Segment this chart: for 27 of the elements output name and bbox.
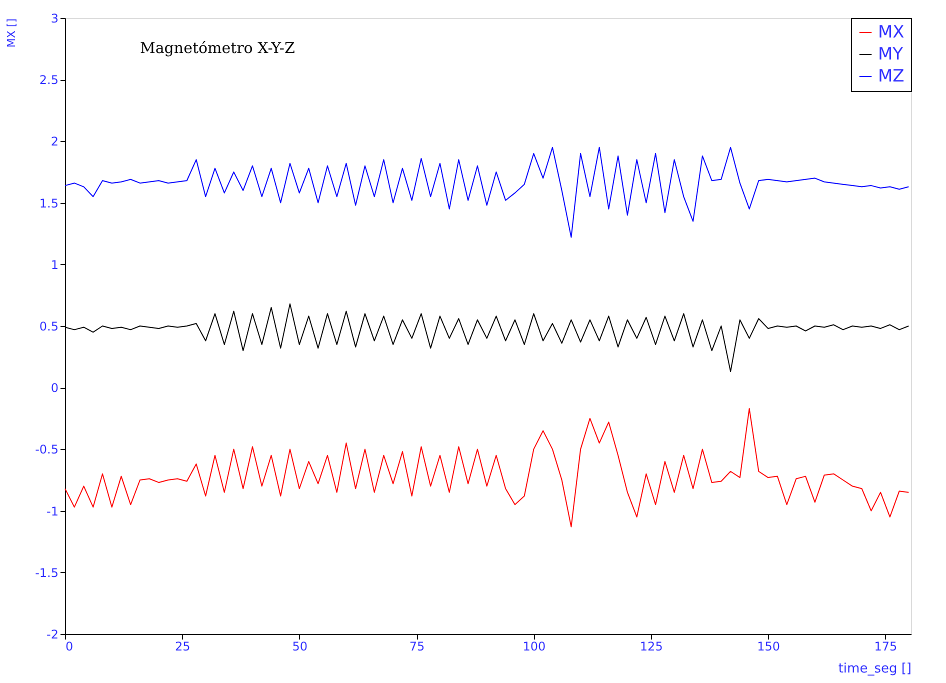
- y-tick-label: 3: [50, 12, 58, 26]
- x-axis-title: time_seg []: [838, 662, 912, 676]
- x-tick-label: 125: [640, 640, 663, 654]
- x-tick-label: 175: [874, 640, 898, 654]
- y-tick-label: -2: [46, 628, 58, 642]
- y-tick-label: 2.5: [39, 73, 58, 88]
- x-tick-label: 25: [175, 640, 190, 654]
- y-axis-title: MX []: [5, 18, 18, 48]
- y-tick-label: 1: [50, 258, 58, 272]
- legend-label: MZ: [878, 66, 904, 86]
- x-tick-label: 100: [522, 640, 546, 654]
- x-tick-label: 75: [409, 640, 425, 654]
- x-tick-label: 50: [292, 640, 308, 654]
- y-tick-label: 2: [50, 134, 58, 149]
- x-tick-label: 150: [757, 640, 780, 654]
- x-tick-label: 0: [66, 640, 74, 654]
- legend-label: MY: [878, 44, 904, 64]
- text: Magnetómetro X-Y-Z: [140, 39, 295, 57]
- y-tick-label: 0.5: [39, 320, 58, 334]
- legend-label: MX: [878, 22, 905, 42]
- y-tick-label: 0: [50, 381, 58, 396]
- y-tick-label: -0.5: [35, 442, 58, 457]
- y-tick-label: -1: [46, 504, 58, 518]
- line-series: [64, 146, 910, 238]
- line-series: [64, 408, 910, 528]
- y-tick-label: 1.5: [39, 196, 58, 210]
- y-tick-label: -1.5: [35, 566, 58, 580]
